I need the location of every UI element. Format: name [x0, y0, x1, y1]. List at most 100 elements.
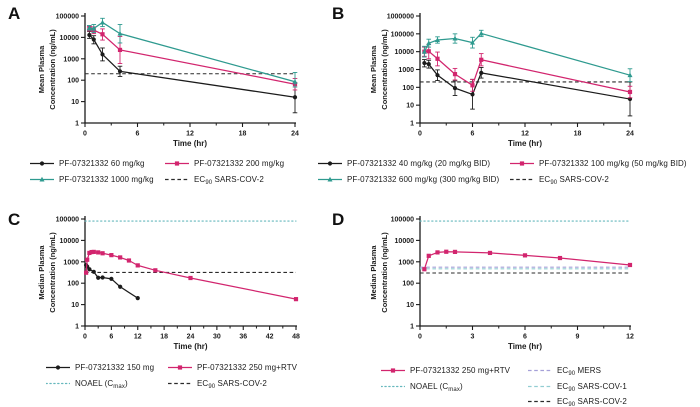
legend-item: PF-07321332 100 mg/kg (50 mg/kg BID) [510, 156, 687, 172]
data-point-marker [426, 40, 432, 46]
data-point-marker [452, 35, 458, 41]
data-point-marker [117, 69, 123, 74]
legend-label: EC90 MERS [557, 366, 602, 378]
legend-swatch-wrap [168, 363, 192, 372]
data-point-marker [86, 25, 92, 30]
x-tick-label: 12 [186, 131, 194, 138]
y-tick-label: 1 [75, 121, 79, 128]
y-tick-label: 100000 [391, 217, 414, 224]
legend-label: PF-07321332 40 mg/kg (20 mg/kg BID) [347, 159, 491, 169]
legend-item: PF-07321332 150 mg [46, 360, 154, 376]
data-point-marker [91, 249, 96, 255]
x-axis-ticks: 0 6 12 18 24 30 36 42 48 [83, 326, 300, 341]
data-point-marker [478, 30, 484, 36]
y-axis-title: Median Plasma [37, 245, 46, 300]
x-tick-label: 18 [239, 131, 247, 138]
data-point-marker [39, 161, 45, 166]
legend-swatch-wrap [528, 382, 552, 391]
legend-swatch [46, 365, 70, 370]
x-tick-label: 24 [187, 334, 195, 341]
data-point-marker [627, 89, 633, 95]
legend-swatch-wrap [381, 366, 405, 375]
legend-item: EC90 SARS-COV-2 [168, 376, 297, 392]
legend-label: PF-07321332 200 mg/kg [194, 159, 285, 169]
x-tick-label: 24 [626, 131, 634, 138]
series-line [83, 263, 140, 301]
y-tick-label: 10000 [395, 49, 415, 56]
legend-label: EC90 SARS-COV-2 [539, 174, 609, 186]
data-point-marker [109, 253, 114, 258]
legend-swatch-wrap [381, 382, 405, 391]
legend-column: PF-07321332 200 mg/kg EC90 SARS-COV-2 [165, 156, 284, 187]
y-tick-label: 100 [402, 85, 414, 92]
legend-label: PF-07321332 60 mg/kg [59, 159, 145, 169]
legend-swatch-wrap [46, 363, 70, 372]
data-point-marker [452, 86, 458, 91]
y-tick-label: 1000000 [387, 14, 414, 21]
x-tick-label: 48 [292, 334, 300, 341]
y-axis-title: Median Plasma [369, 245, 378, 300]
legend-swatch-wrap [510, 159, 534, 168]
y-tick-label: 1000 [63, 259, 79, 266]
legend-swatch [165, 161, 189, 166]
legend-item: EC90 SARS-COV-2 [528, 394, 627, 407]
data-point-marker [118, 255, 123, 260]
x-tick-label: 0 [418, 131, 422, 138]
data-point-marker [422, 60, 427, 66]
data-point-marker [479, 70, 484, 75]
x-tick-label: 30 [213, 334, 221, 341]
y-axis-ticks: 1 10 100 1000 10000 100000 [391, 217, 420, 331]
legend-item: EC90 SARS-COV-2 [510, 172, 687, 188]
x-tick-label: 24 [291, 131, 299, 138]
y-tick-label: 100000 [56, 14, 79, 21]
legend-column: PF-07321332 250 mg+RTV EC90 SARS-COV-2 [168, 360, 297, 391]
panel-c-letter: C [8, 210, 21, 229]
legend-label: PF-07321332 250 mg+RTV [197, 363, 298, 373]
y-axis-title: Concentration (ng/mL) [380, 29, 389, 110]
y-tick-label: 100 [67, 281, 79, 288]
series-line [86, 17, 298, 88]
legend-item: PF-07321332 60 mg/kg [30, 156, 154, 172]
data-point-marker [100, 32, 105, 37]
x-tick-label: 9 [576, 334, 580, 341]
data-point-marker [435, 37, 440, 43]
y-tick-label: 10 [406, 103, 414, 110]
legend-column: PF-07321332 100 mg/kg (50 mg/kg BID) EC90… [510, 156, 687, 187]
panel-a: A 1 10 100 1000 10000 100000 0 6 12 18 24 Time (hr)… [0, 0, 350, 204]
legend-item: PF-07321332 250 mg+RTV [168, 360, 297, 376]
x-tick-label: 3 [471, 334, 475, 341]
x-axis-title: Time (hr) [508, 342, 542, 351]
panel-d-letter: D [332, 210, 345, 229]
legend-swatch-wrap [30, 159, 54, 168]
x-tick-label: 12 [134, 334, 142, 341]
x-tick-label: 0 [83, 334, 87, 341]
y-axis-title: Mean Plasma [369, 45, 378, 93]
legend-item: EC90 MERS [528, 363, 627, 379]
legend-swatch [30, 176, 54, 182]
data-point-marker [435, 56, 440, 61]
reference-lines [419, 220, 631, 274]
data-point-marker [292, 95, 298, 100]
data-point-marker [83, 270, 89, 275]
data-point-marker [293, 297, 299, 302]
legend-column: PF-07321332 150 mg NOAEL (Cmax) [46, 360, 154, 391]
legend-swatch [168, 382, 192, 384]
data-point-marker [174, 161, 180, 166]
x-tick-label: 0 [83, 131, 87, 138]
x-tick-label: 6 [523, 334, 527, 341]
x-tick-label: 0 [418, 334, 422, 341]
data-point-marker [100, 52, 105, 57]
reference-lines [84, 220, 297, 273]
x-tick-label: 18 [574, 131, 582, 138]
data-point-marker [188, 275, 193, 281]
series-line [422, 249, 633, 272]
data-point-marker [627, 262, 633, 268]
data-point-marker [519, 161, 525, 166]
data-point-marker [126, 258, 132, 263]
legend-label: PF-07321332 250 mg+RTV [410, 366, 511, 376]
y-tick-label: 100 [67, 78, 79, 85]
data-point-marker [426, 62, 431, 67]
series-path [423, 251, 631, 270]
legend-swatch-wrap [510, 175, 534, 184]
data-point-marker [39, 176, 45, 182]
